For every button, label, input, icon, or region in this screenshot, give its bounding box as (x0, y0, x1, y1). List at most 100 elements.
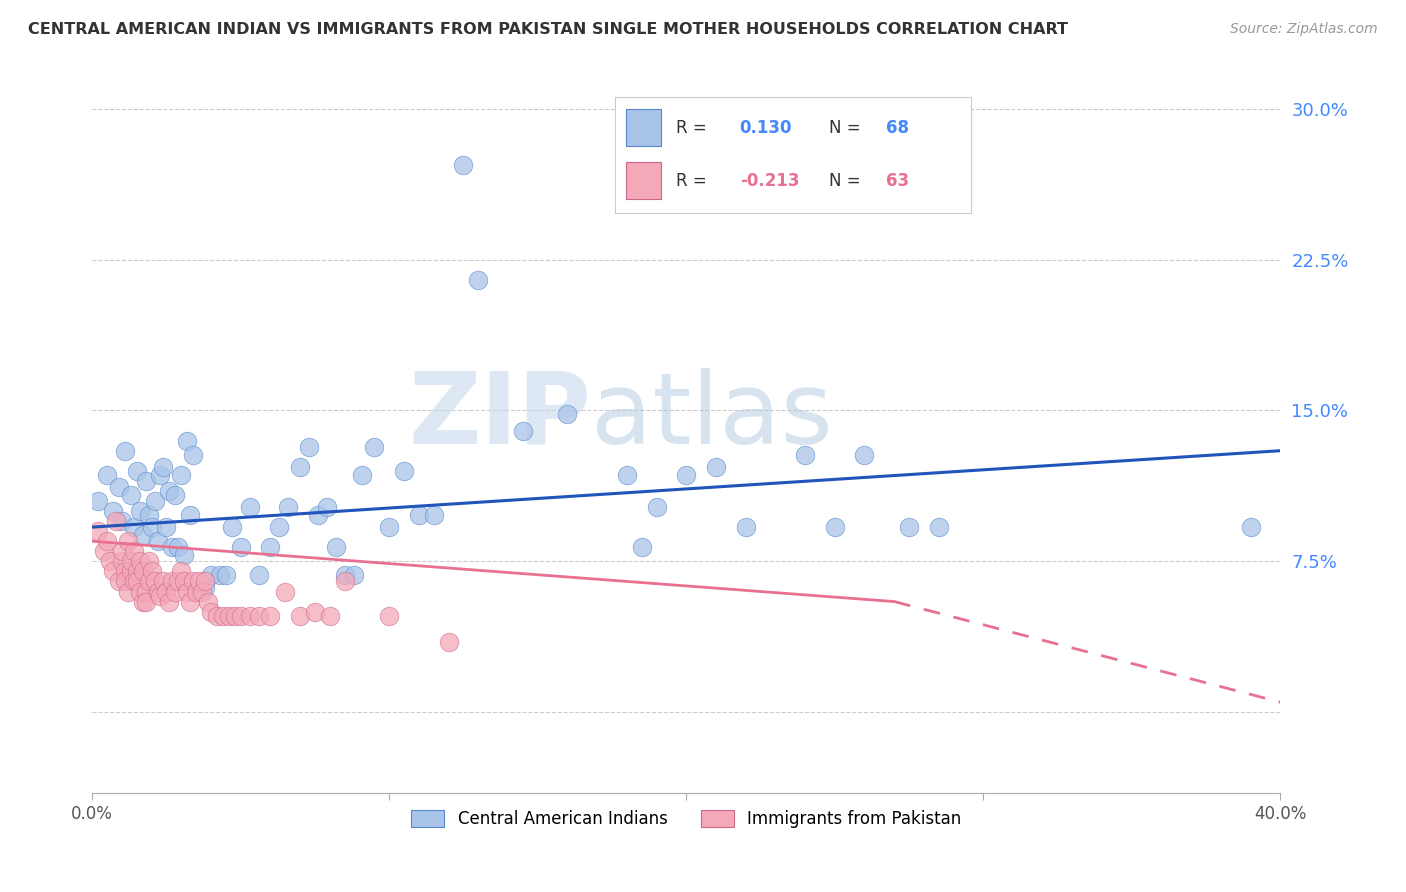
Point (325, 541, 347, 555)
Point (181, 448, 204, 462)
Point (179, 594, 201, 608)
Point (162, 541, 184, 555)
Point (157, 483, 180, 498)
Point (111, 544, 134, 558)
Point (342, 568, 364, 582)
Point (111, 554, 134, 568)
Point (108, 574, 131, 589)
Point (928, 520, 950, 534)
Point (135, 474, 157, 488)
Point (269, 520, 291, 534)
Point (167, 541, 190, 555)
Point (135, 584, 157, 599)
Point (114, 574, 136, 589)
Point (176, 584, 198, 599)
Point (288, 459, 311, 474)
Point (125, 464, 148, 478)
Point (114, 443, 136, 458)
Point (167, 574, 190, 589)
Text: ZIP: ZIP (408, 368, 591, 465)
Point (138, 554, 160, 568)
Point (333, 574, 356, 589)
Point (392, 464, 415, 478)
Point (143, 494, 166, 508)
Point (197, 594, 219, 608)
Point (352, 467, 374, 482)
Point (122, 520, 145, 534)
Point (128, 584, 150, 599)
Point (155, 584, 177, 599)
Point (131, 528, 153, 542)
Point (96, 467, 118, 482)
Point (101, 504, 124, 518)
Point (101, 565, 124, 579)
Point (128, 504, 150, 518)
Point (120, 488, 142, 502)
Point (215, 568, 238, 582)
Point (141, 520, 163, 534)
Point (111, 514, 134, 528)
Point (229, 608, 252, 623)
Point (149, 467, 172, 482)
Point (87, 524, 110, 538)
Point (247, 568, 270, 582)
Point (120, 554, 142, 568)
Point (125, 565, 148, 579)
Point (173, 574, 195, 589)
Point (212, 608, 235, 623)
Point (96, 534, 118, 549)
Text: atlas: atlas (591, 368, 832, 465)
Point (259, 541, 281, 555)
Point (157, 594, 180, 608)
Point (173, 549, 195, 563)
Point (824, 520, 846, 534)
Point (453, 158, 475, 172)
Point (152, 459, 174, 474)
Legend: Central American Indians, Immigrants from Pakistan: Central American Indians, Immigrants fro… (404, 804, 969, 835)
Point (645, 500, 668, 514)
Point (149, 589, 172, 603)
Point (378, 608, 401, 623)
Point (259, 608, 281, 623)
Point (200, 605, 222, 619)
Point (135, 594, 157, 608)
Point (288, 608, 311, 623)
Point (181, 574, 204, 589)
Point (165, 488, 187, 502)
Point (557, 408, 579, 422)
Point (208, 568, 231, 582)
Point (162, 574, 184, 589)
Point (200, 568, 222, 582)
Point (898, 520, 921, 534)
Point (277, 500, 299, 514)
Point (1239, 520, 1261, 534)
Point (218, 608, 240, 623)
Text: Source: ZipAtlas.com: Source: ZipAtlas.com (1230, 22, 1378, 37)
Point (794, 448, 817, 462)
Point (152, 574, 174, 589)
Point (224, 608, 246, 623)
Point (176, 434, 198, 448)
Point (363, 440, 385, 454)
Point (304, 605, 326, 619)
Point (104, 514, 127, 528)
Point (239, 608, 262, 623)
Point (122, 544, 145, 558)
Point (298, 440, 321, 454)
Point (616, 467, 638, 482)
Point (165, 584, 187, 599)
Point (128, 554, 150, 568)
Point (188, 574, 211, 589)
Point (221, 520, 243, 534)
Point (274, 584, 297, 599)
Point (704, 459, 727, 474)
Text: CENTRAL AMERICAN INDIAN VS IMMIGRANTS FROM PAKISTAN SINGLE MOTHER HOUSEHOLDS COR: CENTRAL AMERICAN INDIAN VS IMMIGRANTS FR… (28, 22, 1069, 37)
Point (146, 534, 169, 549)
Point (315, 500, 337, 514)
Point (247, 608, 270, 623)
Point (408, 508, 430, 522)
Point (138, 574, 160, 589)
Point (205, 608, 228, 623)
Point (467, 273, 489, 287)
Point (512, 424, 534, 438)
